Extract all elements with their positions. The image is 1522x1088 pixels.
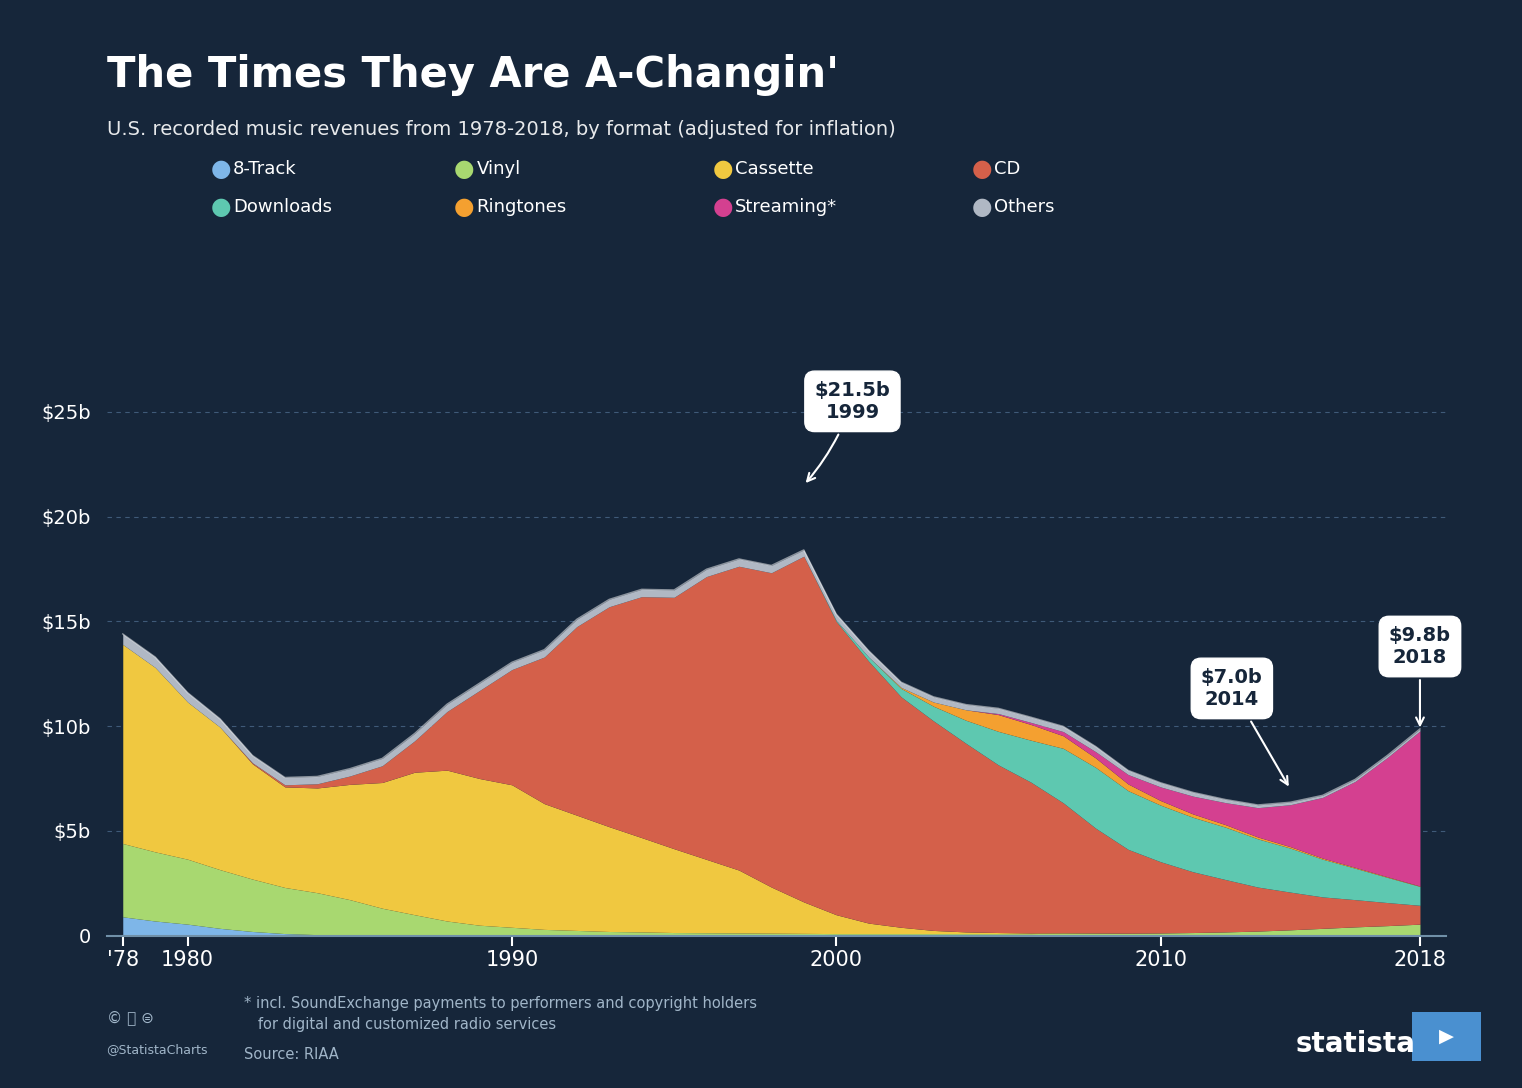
Text: CD: CD	[994, 160, 1020, 177]
Text: ●: ●	[210, 157, 231, 181]
Text: Cassette: Cassette	[735, 160, 814, 177]
Text: ●: ●	[971, 157, 992, 181]
Text: The Times They Are A-Changin': The Times They Are A-Changin'	[107, 54, 839, 97]
Text: Downloads: Downloads	[233, 198, 332, 215]
Text: statista: statista	[1295, 1030, 1415, 1059]
Text: ●: ●	[454, 195, 475, 219]
Text: ●: ●	[971, 195, 992, 219]
Text: ▶: ▶	[1440, 1027, 1454, 1046]
Text: $9.8b
2018: $9.8b 2018	[1390, 626, 1450, 726]
Text: 8-Track: 8-Track	[233, 160, 297, 177]
Text: Streaming*: Streaming*	[735, 198, 837, 215]
Text: Source: RIAA: Source: RIAA	[244, 1047, 338, 1062]
Text: Ringtones: Ringtones	[476, 198, 566, 215]
Text: © ⓘ ⊜: © ⓘ ⊜	[107, 1010, 154, 1025]
Text: ●: ●	[712, 195, 734, 219]
Text: Vinyl: Vinyl	[476, 160, 521, 177]
Text: Others: Others	[994, 198, 1055, 215]
Text: $21.5b
1999: $21.5b 1999	[807, 381, 890, 481]
Text: U.S. recorded music revenues from 1978-2018, by format (adjusted for inflation): U.S. recorded music revenues from 1978-2…	[107, 120, 895, 138]
Text: ●: ●	[454, 157, 475, 181]
Text: ●: ●	[712, 157, 734, 181]
Text: $7.0b
2014: $7.0b 2014	[1201, 668, 1288, 784]
Text: @StatistaCharts: @StatistaCharts	[107, 1043, 209, 1056]
Text: * incl. SoundExchange payments to performers and copyright holders
   for digita: * incl. SoundExchange payments to perfor…	[244, 996, 756, 1031]
Text: ●: ●	[210, 195, 231, 219]
